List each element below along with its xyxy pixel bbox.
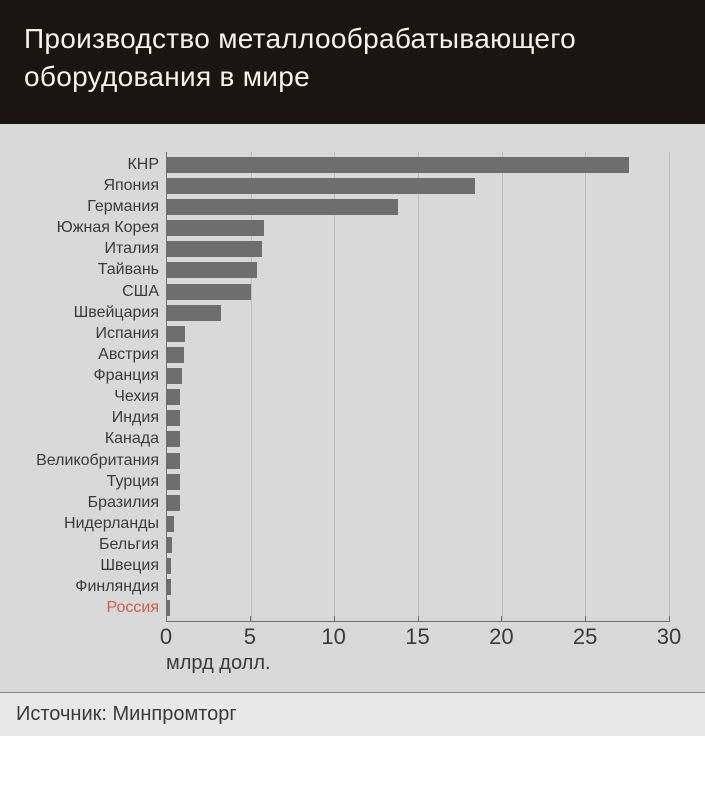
x-tick-mark xyxy=(250,616,251,622)
bar xyxy=(167,347,184,363)
bar xyxy=(167,262,257,278)
bar xyxy=(167,305,221,321)
source-value: Минпромторг xyxy=(113,703,237,725)
bar xyxy=(167,474,180,490)
bar-label: США xyxy=(17,283,167,301)
bar-row: Чехия xyxy=(167,389,669,405)
x-tick-label: 30 xyxy=(657,624,681,650)
bar-row: Финляндия xyxy=(167,579,669,595)
bar-label: Великобритания xyxy=(17,452,167,470)
source-prefix: Источник: xyxy=(16,703,107,725)
bar xyxy=(167,558,171,574)
bar-row: Швеция xyxy=(167,558,669,574)
x-tick-label: 25 xyxy=(573,624,597,650)
x-tick-label: 15 xyxy=(405,624,429,650)
chart-container: Производство металлообрабатывающего обор… xyxy=(0,0,705,736)
bar xyxy=(167,453,180,469)
x-tick-label: 20 xyxy=(489,624,513,650)
x-tick-mark xyxy=(585,616,586,622)
bar xyxy=(167,284,251,300)
bar xyxy=(167,579,171,595)
x-tick-label: 10 xyxy=(321,624,345,650)
bar-row: Швейцария xyxy=(167,305,669,321)
x-axis-ticks: 051015202530 xyxy=(166,622,669,652)
chart-title: Производство металлообрабатывающего обор… xyxy=(24,20,681,96)
bar-row: Тайвань xyxy=(167,262,669,278)
bar xyxy=(167,410,180,426)
bar-row: Испания xyxy=(167,326,669,342)
bar xyxy=(167,495,180,511)
bar-label: Бразилия xyxy=(17,494,167,512)
x-tick-label: 5 xyxy=(244,624,256,650)
bar-label: Бельгия xyxy=(17,536,167,554)
bar-label: Франция xyxy=(17,367,167,385)
bar-label: Россия xyxy=(17,599,167,617)
bar xyxy=(167,178,475,194)
bar xyxy=(167,516,174,532)
bar-label: Испания xyxy=(17,325,167,343)
bar-label: Швеция xyxy=(17,557,167,575)
bar-label: Чехия xyxy=(17,388,167,406)
bar xyxy=(167,389,180,405)
chart-area: КНРЯпонияГерманияЮжная КореяИталияТайван… xyxy=(0,124,705,692)
bar-label: Индия xyxy=(17,409,167,427)
bar-label: Финляндия xyxy=(17,578,167,596)
bar-label: Южная Корея xyxy=(17,219,167,237)
bar-label: Турция xyxy=(17,473,167,491)
bar-row: КНР xyxy=(167,157,669,173)
x-axis-label: млрд долл. xyxy=(166,652,669,675)
bar-row: Великобритания xyxy=(167,453,669,469)
bar-label: Канада xyxy=(17,430,167,448)
bar-row: Индия xyxy=(167,410,669,426)
bar-label: КНР xyxy=(17,156,167,174)
bar xyxy=(167,600,170,616)
bar xyxy=(167,157,629,173)
bar-label: Нидерланды xyxy=(17,515,167,533)
bar-row: Италия xyxy=(167,241,669,257)
bar-row: США xyxy=(167,284,669,300)
bar-row: Канада xyxy=(167,431,669,447)
bar-row: Германия xyxy=(167,199,669,215)
bar-row: Нидерланды xyxy=(167,516,669,532)
bar-label: Италия xyxy=(17,240,167,258)
bar-row: Россия xyxy=(167,600,669,616)
bar-row: Южная Корея xyxy=(167,220,669,236)
bar xyxy=(167,431,180,447)
bar-row: Франция xyxy=(167,368,669,384)
bar-label: Тайвань xyxy=(17,261,167,279)
chart-header: Производство металлообрабатывающего обор… xyxy=(0,0,705,124)
bar-row: Бельгия xyxy=(167,537,669,553)
bar-row: Бразилия xyxy=(167,495,669,511)
source-line: Источник: Минпромторг xyxy=(0,692,705,736)
bar xyxy=(167,537,172,553)
bar xyxy=(167,368,182,384)
x-tick-mark xyxy=(418,616,419,622)
x-tick-mark xyxy=(334,616,335,622)
bar-row: Турция xyxy=(167,474,669,490)
bar-row: Австрия xyxy=(167,347,669,363)
x-tick-mark xyxy=(669,616,670,622)
bar-label: Швейцария xyxy=(17,304,167,322)
bar xyxy=(167,199,398,215)
bar-label: Япония xyxy=(17,177,167,195)
bar xyxy=(167,241,262,257)
x-tick-mark xyxy=(166,616,167,622)
bar xyxy=(167,326,185,342)
bar-label: Германия xyxy=(17,198,167,216)
bar-row: Япония xyxy=(167,178,669,194)
bar xyxy=(167,220,264,236)
chart-inner: КНР Япония Германия Южная Корея Италия Тайван… xyxy=(166,152,669,682)
x-tick-mark xyxy=(501,616,502,622)
chart-plot: КНР Япония Германия Южная Корея Италия Тайван… xyxy=(166,152,669,622)
grid-line xyxy=(669,152,670,621)
x-tick-label: 0 xyxy=(160,624,172,650)
bar-label: Австрия xyxy=(17,346,167,364)
